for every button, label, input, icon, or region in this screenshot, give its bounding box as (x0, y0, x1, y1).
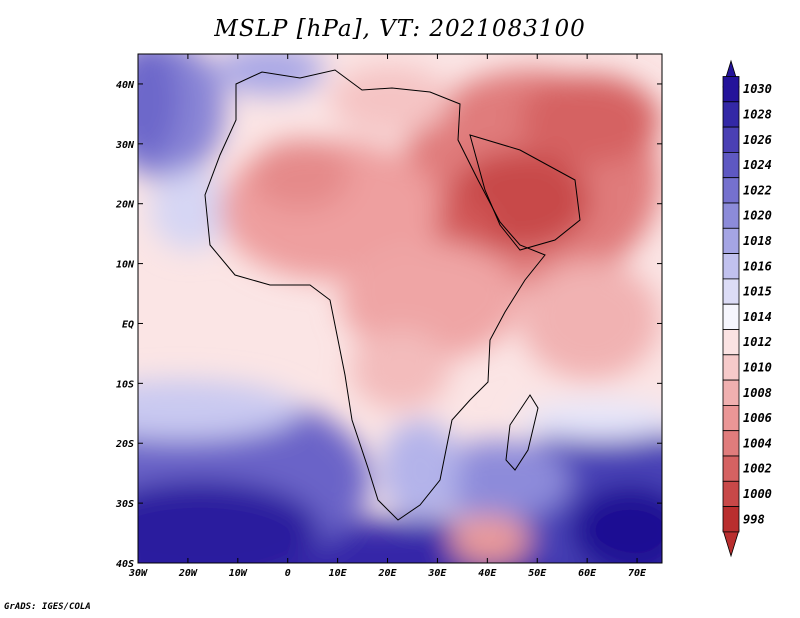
lat-tick-label: 40N (116, 80, 135, 91)
lon-tick-label: 30E (427, 568, 447, 579)
lat-tick-label: 30S (115, 499, 134, 510)
colorbar-swatch (722, 278, 740, 305)
lat-tick-label: 10N (116, 260, 135, 271)
colorbar-swatch (722, 404, 740, 432)
colorbar-swatch (722, 329, 740, 356)
colorbar-swatch (722, 379, 740, 406)
lon-tick-label: 0 (285, 568, 291, 579)
arabian-peninsula (469, 134, 581, 251)
credit-label: GrADS: IGES/COLA (4, 602, 91, 612)
lon-tick-label: 10E (329, 568, 348, 579)
colorbar-label: 1028 (743, 107, 772, 121)
colorbar-label: 1000 (743, 487, 772, 501)
lon-tick-label: 30W (128, 568, 148, 579)
colorbar-swatch (722, 76, 740, 103)
lon-tick-label: 40E (478, 568, 497, 579)
colorbar-label: 1012 (743, 335, 772, 349)
colorbar-label: 1002 (743, 462, 772, 476)
lat-tick-label: 10S (116, 379, 134, 390)
lat-tick-label: 20S (115, 439, 134, 450)
colorbar-swatch (722, 354, 740, 381)
lon-tick-label: 10W (229, 568, 248, 579)
lat-tick-label: EQ (122, 319, 134, 330)
colorbar-swatch (722, 151, 740, 179)
colorbar-label: 1014 (743, 310, 772, 324)
lat-tick-label: 30N (115, 140, 135, 151)
colorbar-swatch (722, 455, 740, 482)
colorbar-label: 1015 (743, 285, 772, 299)
colorbar-label: 1016 (743, 259, 772, 273)
colorbar-label: 1020 (743, 209, 772, 223)
colorbar-label: 1006 (743, 411, 772, 425)
colorbar-label: 1004 (743, 436, 772, 450)
colorbar-swatch (722, 177, 740, 204)
colorbar-bottom-arrow (722, 529, 740, 558)
page-title: MSLP [hPa], VT: 2021083100 (214, 16, 586, 42)
colorbar: 1030 1028 1026 1024 1022 1020 1018 1016 1015 1014… (722, 59, 772, 558)
plot-frame (137, 53, 663, 564)
coastline (204, 69, 546, 521)
colorbar-label: 1030 (743, 82, 772, 96)
colorbar-label: 1024 (743, 158, 772, 172)
colorbar-swatch (722, 253, 740, 280)
colorbar-label: 1008 (743, 386, 772, 400)
colorbar-swatch (722, 430, 740, 457)
colorbar-label: 1010 (743, 360, 772, 374)
axis-ticks: 30W 20W 10W 0 10E 20E 30E 40E 50E 60E 70E 40S 30S 20S… (115, 54, 662, 579)
lat-tick-label: 40S (116, 559, 134, 570)
colorbar-swatch (722, 227, 740, 255)
lat-tick-label: 20N (115, 200, 135, 211)
lon-tick-label: 50E (528, 568, 547, 579)
colorbar-swatch (722, 480, 740, 507)
madagascar (505, 394, 539, 471)
colorbar-label: 1018 (743, 234, 772, 248)
colorbar-swatch (722, 506, 740, 533)
lon-tick-label: 60E (578, 568, 597, 579)
pressure-field (138, 54, 662, 563)
colorbar-label: 998 (743, 512, 765, 526)
colorbar-swatch (722, 101, 740, 128)
colorbar-swatch (722, 202, 740, 229)
colorbar-label: 1026 (743, 133, 772, 147)
lon-tick-label: 70E (628, 568, 647, 579)
colorbar-swatch (722, 303, 740, 330)
colorbar-swatch (722, 126, 740, 153)
lon-tick-label: 20W (178, 568, 198, 579)
colorbar-label: 1022 (743, 183, 772, 197)
lon-tick-label: 20E (377, 568, 397, 579)
